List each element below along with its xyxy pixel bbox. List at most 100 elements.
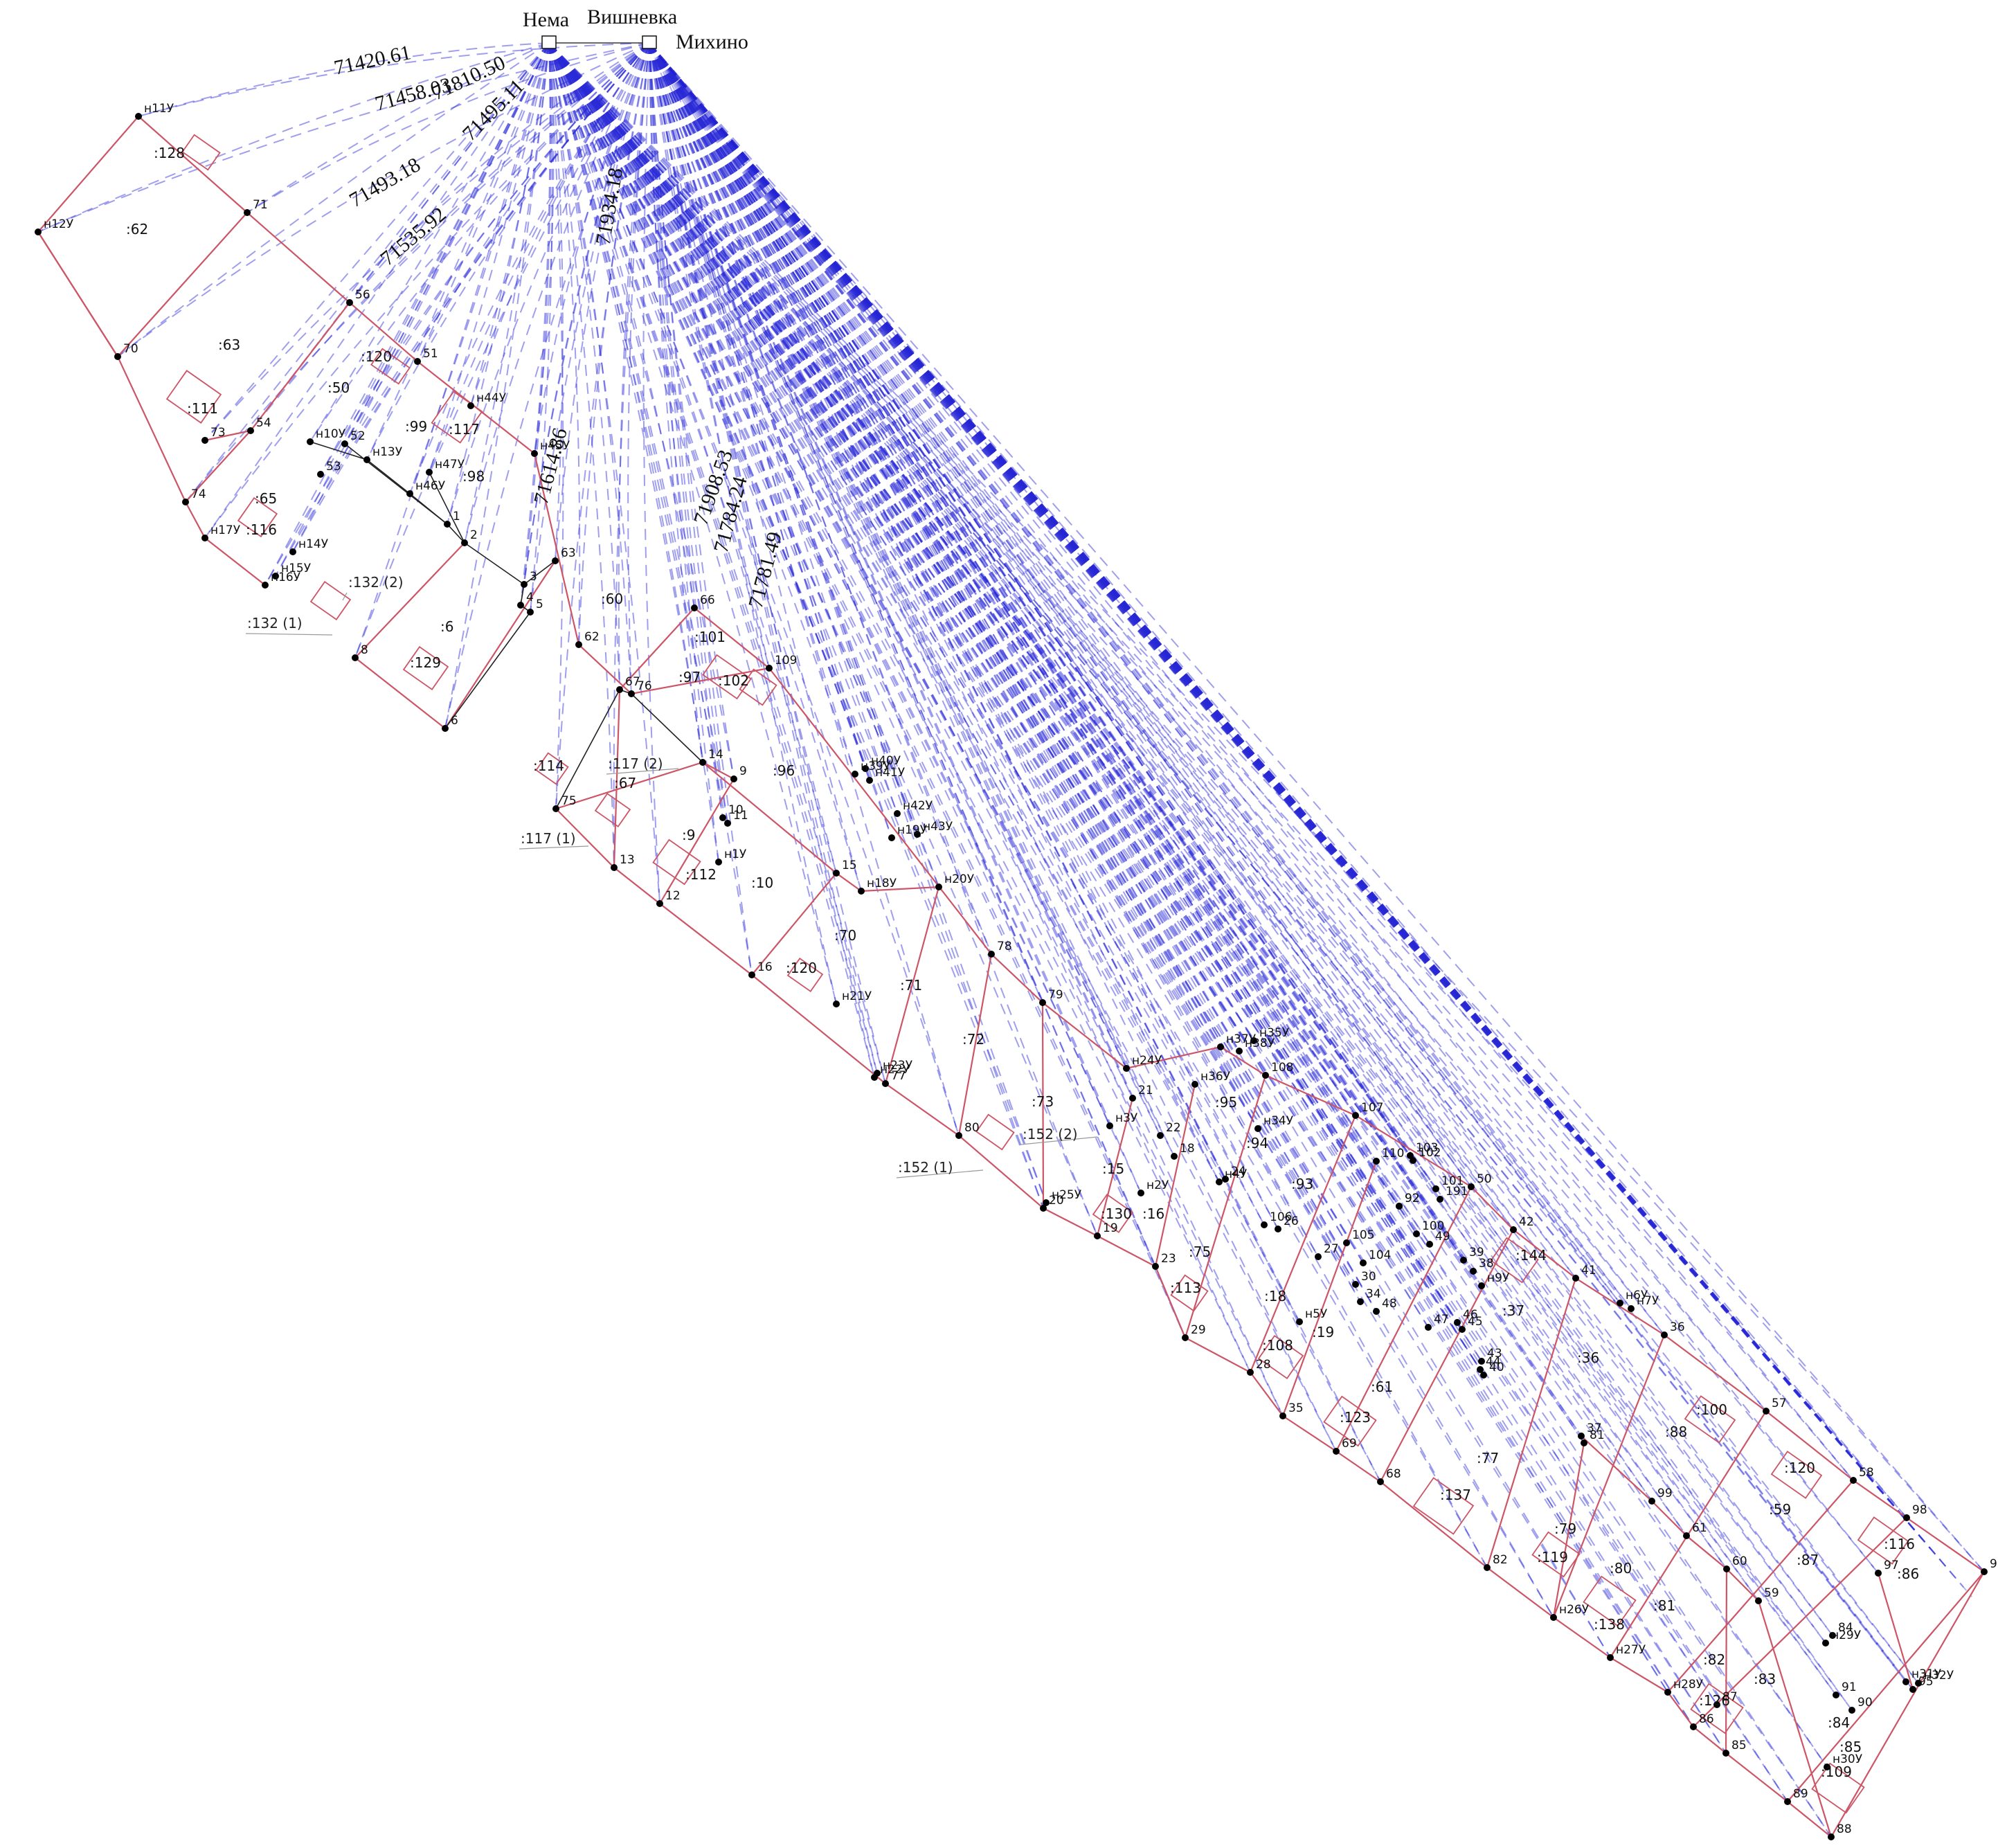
survey-point-24 bbox=[1222, 1176, 1229, 1183]
sightline bbox=[649, 42, 837, 1005]
point-label-92: 92 bbox=[1405, 1192, 1420, 1205]
sightline bbox=[649, 42, 1208, 712]
sightline bbox=[649, 42, 1356, 1116]
survey-point-86 bbox=[1690, 1723, 1697, 1730]
survey-point-н37у bbox=[1217, 1043, 1224, 1050]
parcel-label-97: :97 bbox=[678, 669, 701, 685]
point-label-н26у: н26У bbox=[1559, 1603, 1590, 1617]
sightline bbox=[649, 42, 674, 93]
sightline bbox=[649, 42, 1430, 969]
sightline bbox=[649, 42, 1464, 1261]
survey-point-30 bbox=[1352, 1281, 1359, 1288]
point-label-51: 51 bbox=[423, 347, 438, 361]
point-label-н46у: н46У bbox=[415, 479, 446, 493]
sightline bbox=[649, 42, 813, 255]
sightline bbox=[649, 42, 1175, 1157]
sightline bbox=[204, 42, 650, 441]
parcel-label-36: :36 bbox=[1577, 1349, 1599, 1366]
survey-point-101 bbox=[1432, 1185, 1439, 1192]
internal-line bbox=[631, 693, 703, 763]
parcel-label-95: :95 bbox=[1215, 1094, 1237, 1111]
sightline bbox=[649, 42, 871, 322]
sightline bbox=[649, 42, 719, 863]
sightline bbox=[548, 42, 875, 1078]
sightline bbox=[649, 42, 1734, 1322]
sightline bbox=[649, 42, 1874, 1483]
sightline bbox=[649, 42, 1554, 1618]
sightline bbox=[649, 42, 723, 150]
survey-point-4 bbox=[517, 602, 524, 609]
parcel-boundary bbox=[1096, 1097, 1134, 1237]
sightline bbox=[548, 42, 1833, 1636]
sightline bbox=[548, 42, 1240, 1052]
survey-point-13 bbox=[611, 864, 618, 871]
sightline bbox=[649, 42, 1554, 1112]
sightline bbox=[548, 42, 1337, 1452]
sightline bbox=[548, 42, 1221, 1048]
point-label-66: 66 bbox=[700, 593, 715, 607]
sightline bbox=[649, 42, 665, 84]
parcel-boundary bbox=[1380, 1229, 1514, 1482]
survey-point-97 bbox=[1875, 1570, 1882, 1577]
subparcel-leader bbox=[519, 845, 589, 850]
sightline bbox=[649, 42, 1570, 1131]
sightline bbox=[649, 42, 1677, 1255]
subparcel-outline bbox=[1770, 1451, 1823, 1499]
parcel-boundary bbox=[444, 560, 556, 729]
sightline bbox=[246, 42, 550, 213]
sightline bbox=[649, 42, 904, 360]
sightline bbox=[649, 42, 1472, 1187]
sightline bbox=[548, 42, 1879, 1574]
survey-point-20 bbox=[1040, 1205, 1047, 1212]
sightline bbox=[185, 42, 550, 503]
sightline bbox=[649, 42, 1220, 1183]
survey-point-60 bbox=[1723, 1566, 1730, 1572]
sightline bbox=[548, 42, 620, 690]
point-label-84: 84 bbox=[1838, 1621, 1853, 1635]
parcel-boundary bbox=[1651, 1500, 1759, 1602]
sightline bbox=[548, 42, 1919, 1684]
sightline bbox=[548, 42, 1266, 1076]
sightline bbox=[470, 42, 550, 406]
internal-line bbox=[447, 523, 465, 544]
sightline bbox=[613, 42, 650, 868]
survey-point-59 bbox=[1755, 1597, 1762, 1604]
parcel-label-88: :88 bbox=[1665, 1424, 1687, 1440]
sightline bbox=[649, 42, 1767, 1360]
sightline bbox=[649, 42, 1414, 1161]
parcel-label-71: :71 bbox=[900, 977, 922, 994]
sightline bbox=[117, 42, 650, 357]
survey-point-40 bbox=[1480, 1372, 1487, 1379]
sightline bbox=[548, 42, 1417, 1235]
parcel-label-109: :109 bbox=[1821, 1764, 1852, 1780]
sightline bbox=[649, 42, 1036, 512]
parcel-boundary bbox=[1281, 1160, 1378, 1417]
sightline bbox=[520, 42, 650, 606]
sightline bbox=[548, 42, 1632, 1309]
point-label-91: 91 bbox=[1842, 1680, 1857, 1694]
sightline bbox=[649, 42, 1365, 893]
point-label-н12у: н12У bbox=[44, 217, 74, 231]
sightline bbox=[649, 42, 1361, 1302]
point-label-н10у: н10У bbox=[316, 427, 346, 441]
sightline bbox=[649, 42, 1002, 474]
subparcel-leader-group bbox=[245, 592, 1098, 1178]
sightline-group bbox=[37, 42, 1985, 1838]
survey-point-14 bbox=[699, 759, 706, 766]
sightline bbox=[649, 42, 1098, 1237]
sightline bbox=[649, 42, 1775, 1369]
parcel-label-37: :37 bbox=[1502, 1302, 1524, 1319]
sightline bbox=[649, 42, 1348, 874]
sightline bbox=[548, 42, 1474, 1272]
sightline bbox=[320, 42, 650, 475]
sightline bbox=[649, 42, 945, 408]
sightline bbox=[649, 42, 1441, 1200]
sightline bbox=[649, 42, 1619, 1188]
sightline bbox=[548, 42, 1576, 1279]
survey-point-51 bbox=[414, 358, 421, 365]
sightline bbox=[649, 42, 1216, 721]
sightline bbox=[548, 42, 1482, 1286]
sightline bbox=[548, 42, 870, 781]
sightline bbox=[649, 42, 1340, 865]
parcel-label-70: :70 bbox=[834, 927, 856, 944]
